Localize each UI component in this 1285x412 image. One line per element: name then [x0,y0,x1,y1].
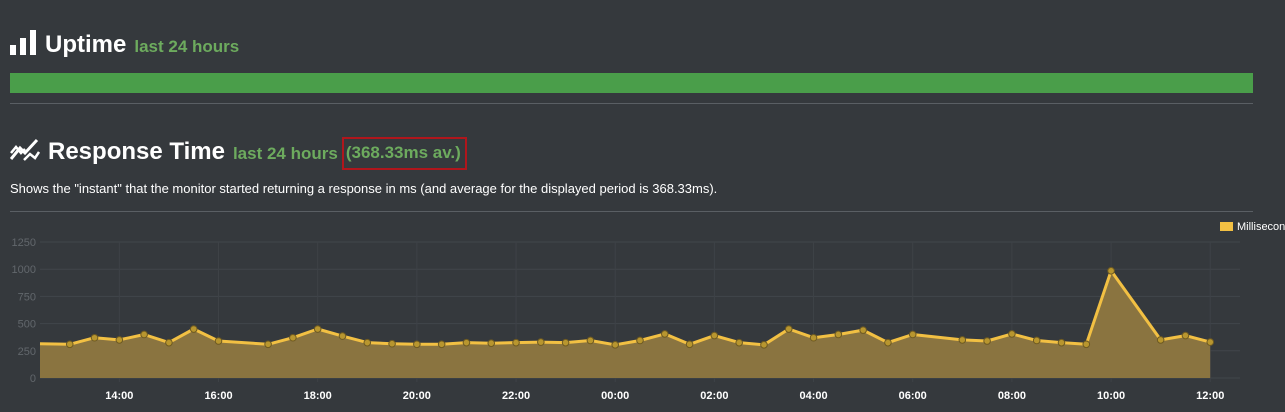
data-point[interactable] [413,340,421,349]
divider [10,103,1253,104]
uptime-header: Uptime last 24 hours [10,27,239,59]
x-tick-label: 18:00 [304,390,332,402]
bar-chart-icon [10,30,37,60]
data-point[interactable] [884,338,892,347]
y-axis: 0 250 500 750 1000 1250 [12,237,36,385]
data-point[interactable] [834,330,843,339]
data-point[interactable] [313,325,322,333]
data-point[interactable] [685,340,694,349]
data-point[interactable] [65,340,74,349]
chart-legend: Milliseconds [1220,221,1285,233]
data-point[interactable] [735,338,743,347]
x-tick-label: 16:00 [204,390,232,402]
data-point[interactable] [363,338,372,347]
data-point[interactable] [1206,338,1215,346]
data-point[interactable] [140,330,148,339]
y-tick-label: 1250 [12,237,36,249]
data-point[interactable] [784,325,793,333]
data-point[interactable] [165,338,173,347]
data-point[interactable] [1107,267,1115,275]
data-point[interactable] [1082,340,1091,349]
data-point[interactable] [611,341,620,349]
data-point[interactable] [660,330,669,338]
x-tick-label: 00:00 [601,390,629,402]
data-point[interactable] [983,337,991,345]
x-tick-label: 08:00 [998,390,1026,402]
x-axis: 14:00 16:00 18:00 20:00 22:00 00:00 02:00 04:00… [105,390,1224,402]
y-tick-label: 500 [18,319,36,331]
data-point[interactable] [710,331,719,340]
average-response-badge: (368.33ms av.) [341,137,467,170]
data-point[interactable] [487,339,496,347]
series-line [39,269,1211,347]
data-points [65,267,1215,349]
uptime-title: Uptime [45,31,127,58]
data-point[interactable] [338,332,347,340]
data-point[interactable] [388,339,396,348]
data-point[interactable] [859,326,867,334]
x-tick-label: 12:00 [1196,390,1224,402]
data-point[interactable] [512,338,520,347]
data-point[interactable] [1156,336,1165,344]
data-point[interactable] [908,330,917,339]
data-point[interactable] [1032,336,1041,345]
data-point[interactable] [958,336,967,344]
data-point[interactable] [264,340,272,349]
data-point[interactable] [437,340,446,349]
legend-label: Milliseconds [1237,221,1285,233]
data-point[interactable] [760,341,768,349]
x-tick-label: 02:00 [700,390,728,402]
data-point[interactable] [809,333,818,342]
data-point[interactable] [636,336,644,345]
response-time-title: Response Time [48,138,225,165]
x-tick-label: 06:00 [899,390,927,402]
x-tick-label: 22:00 [502,390,530,402]
line-chart-icon [9,138,41,167]
x-tick-label: 14:00 [105,390,133,402]
data-point[interactable] [115,336,124,344]
data-point[interactable] [1057,338,1066,347]
data-point[interactable] [214,337,223,345]
divider [10,211,1253,212]
data-point[interactable] [1008,330,1016,338]
data-point[interactable] [537,338,545,346]
y-tick-label: 1000 [12,264,36,276]
y-tick-label: 0 [30,373,36,385]
x-tick-label: 20:00 [403,390,431,402]
uptime-subtitle: last 24 hours [134,37,240,56]
y-tick-label: 750 [18,291,36,303]
response-time-header: Response Time last 24 hours (368.33ms av… [9,135,467,171]
legend-swatch [1220,222,1233,231]
data-point[interactable] [1181,331,1190,340]
data-point[interactable] [462,338,471,347]
data-point[interactable] [289,333,297,342]
data-point[interactable] [561,338,570,347]
x-tick-label: 10:00 [1097,390,1125,402]
response-time-subtitle: last 24 hours [232,144,338,163]
x-tick-label: 04:00 [799,390,827,402]
response-time-description: Shows the "instant" that the monitor sta… [10,181,718,196]
uptime-bar [10,73,1253,93]
y-tick-label: 250 [18,346,36,358]
data-point[interactable] [90,333,99,342]
area-fill [40,270,1211,378]
data-point[interactable] [586,336,595,345]
data-point[interactable] [189,325,198,333]
response-time-chart: 0 250 500 750 1000 1250 14:00 16:00 18:00 20:00 2… [12,221,1285,402]
